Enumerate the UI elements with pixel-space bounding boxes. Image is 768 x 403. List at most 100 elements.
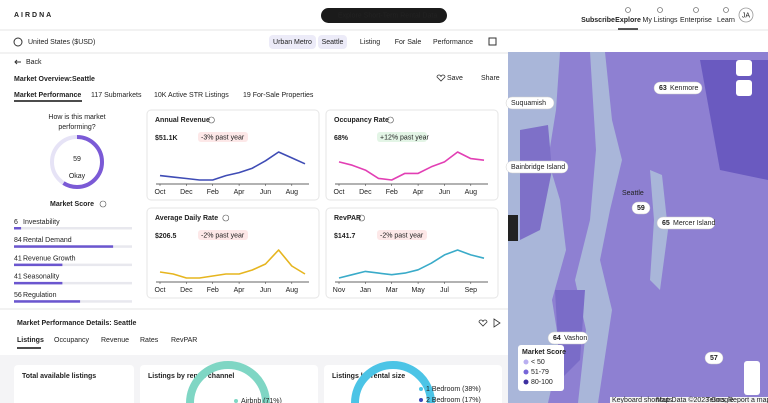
chip[interactable] (318, 35, 347, 49)
title: Market Overview: (14, 76, 72, 83)
legend-item: 80-100 (531, 379, 553, 386)
donut (186, 361, 270, 403)
nav-item[interactable]: Learn (717, 17, 735, 24)
gauge (50, 135, 104, 189)
legend-swatch (523, 369, 529, 375)
score-label: Market Score (50, 201, 94, 208)
info (222, 214, 230, 222)
box-title: Total available listings (22, 373, 96, 380)
tab[interactable]: 19 For-Sale Properties (243, 92, 314, 99)
map-footer (610, 397, 768, 403)
tab[interactable]: 117 Submarkets (91, 92, 142, 99)
info (208, 116, 215, 124)
bar (14, 227, 22, 230)
card-title: Annual Revenue (155, 117, 210, 124)
tab[interactable]: Listings (17, 337, 44, 344)
line (159, 249, 306, 279)
tab[interactable]: RevPAR (171, 337, 197, 344)
chip-text[interactable]: Performance (433, 39, 473, 46)
card-value: $141.7 (334, 233, 356, 240)
place: Kenmore (670, 85, 699, 92)
card-change: +12% past year (380, 134, 430, 141)
map-toggle[interactable] (508, 215, 518, 241)
x-tick-label: Jun (260, 189, 271, 196)
map-pin[interactable] (631, 201, 651, 215)
map-pin[interactable] (656, 216, 716, 230)
map-pin[interactable] (704, 351, 724, 365)
sub-score-name: Regulation (23, 292, 57, 299)
chip-text[interactable]: For Sale (395, 39, 422, 46)
save[interactable]: Save (447, 75, 463, 82)
card-change: -3% past year (201, 134, 245, 141)
x-tick-label: Feb (207, 189, 219, 196)
size: 2 Bedroom (17%) (426, 397, 481, 403)
badge (377, 230, 427, 240)
card-value: $51.1K (155, 135, 178, 142)
avatar[interactable] (738, 7, 754, 23)
land (520, 125, 552, 240)
x-tick-label: Apr (234, 189, 246, 196)
nav-item[interactable]: My Listings (642, 17, 678, 24)
share[interactable]: Share (481, 75, 500, 82)
x-tick-label: Aug (465, 189, 478, 196)
map-footer-text: Terms (706, 397, 726, 403)
card-change: -2% past year (201, 232, 245, 239)
pin-score: 59 (637, 205, 645, 212)
tab[interactable]: Revenue (101, 337, 129, 344)
search[interactable] (321, 8, 447, 23)
legend-swatch (523, 379, 529, 385)
back[interactable]: Back (26, 59, 42, 66)
x-tick-label: Dec (180, 287, 193, 294)
sub-score-name: Rental Demand (23, 237, 72, 244)
chip-text[interactable]: Seattle (322, 39, 344, 46)
tab[interactable]: Market Performance (14, 92, 81, 99)
legend (518, 345, 564, 391)
logo: AIRDNA (14, 12, 53, 19)
sub-score: 41 (14, 274, 22, 281)
heart (478, 319, 488, 327)
map-button[interactable] (736, 60, 752, 76)
x-tick-label: Dec (359, 189, 372, 196)
sub-score-name: Revenue Growth (23, 255, 76, 262)
heart (436, 74, 446, 82)
card-title: Average Daily Rate (155, 215, 218, 222)
sub-score: 56 (14, 292, 22, 299)
map-pin[interactable] (505, 96, 555, 110)
zoom[interactable] (744, 361, 760, 395)
nav-item[interactable]: Subscribe (581, 17, 615, 24)
sub-score: 6 (14, 219, 18, 226)
map-button[interactable] (736, 80, 752, 96)
tab[interactable]: Rates (140, 337, 159, 344)
box (14, 365, 134, 403)
arrow (14, 59, 21, 65)
pin-score: 57 (710, 355, 718, 362)
card (146, 109, 320, 201)
tab[interactable]: Occupancy (54, 337, 90, 344)
legend-title: Market Score (522, 349, 566, 356)
chip-text[interactable]: Listing (360, 39, 380, 46)
line (338, 249, 485, 279)
sub-score: 41 (14, 255, 22, 262)
x-tick-label: Feb (207, 287, 219, 294)
size: 1 Bedroom (38%) (426, 386, 481, 393)
map-pin[interactable] (653, 81, 703, 95)
place: Seattle (622, 190, 644, 197)
x-tick-label: Oct (334, 189, 345, 196)
nav-item[interactable]: Enterprise (680, 17, 712, 24)
info (387, 116, 394, 124)
nav-item[interactable]: Explore (615, 17, 641, 24)
map-pin[interactable] (505, 160, 569, 174)
chip-text[interactable]: Urban Metro (273, 39, 312, 46)
rating: Okay (69, 173, 86, 180)
water (650, 170, 668, 290)
tab[interactable]: 10K Active STR Listings (154, 92, 229, 99)
score: 59 (73, 156, 81, 163)
chip[interactable] (269, 35, 316, 49)
icon (488, 37, 497, 46)
info (358, 214, 365, 222)
bar-track (14, 263, 132, 267)
sub-score: 84 (14, 237, 22, 244)
map-footer-text: Report a map error (728, 397, 768, 403)
donut (351, 361, 435, 403)
map-pin[interactable] (547, 331, 589, 345)
